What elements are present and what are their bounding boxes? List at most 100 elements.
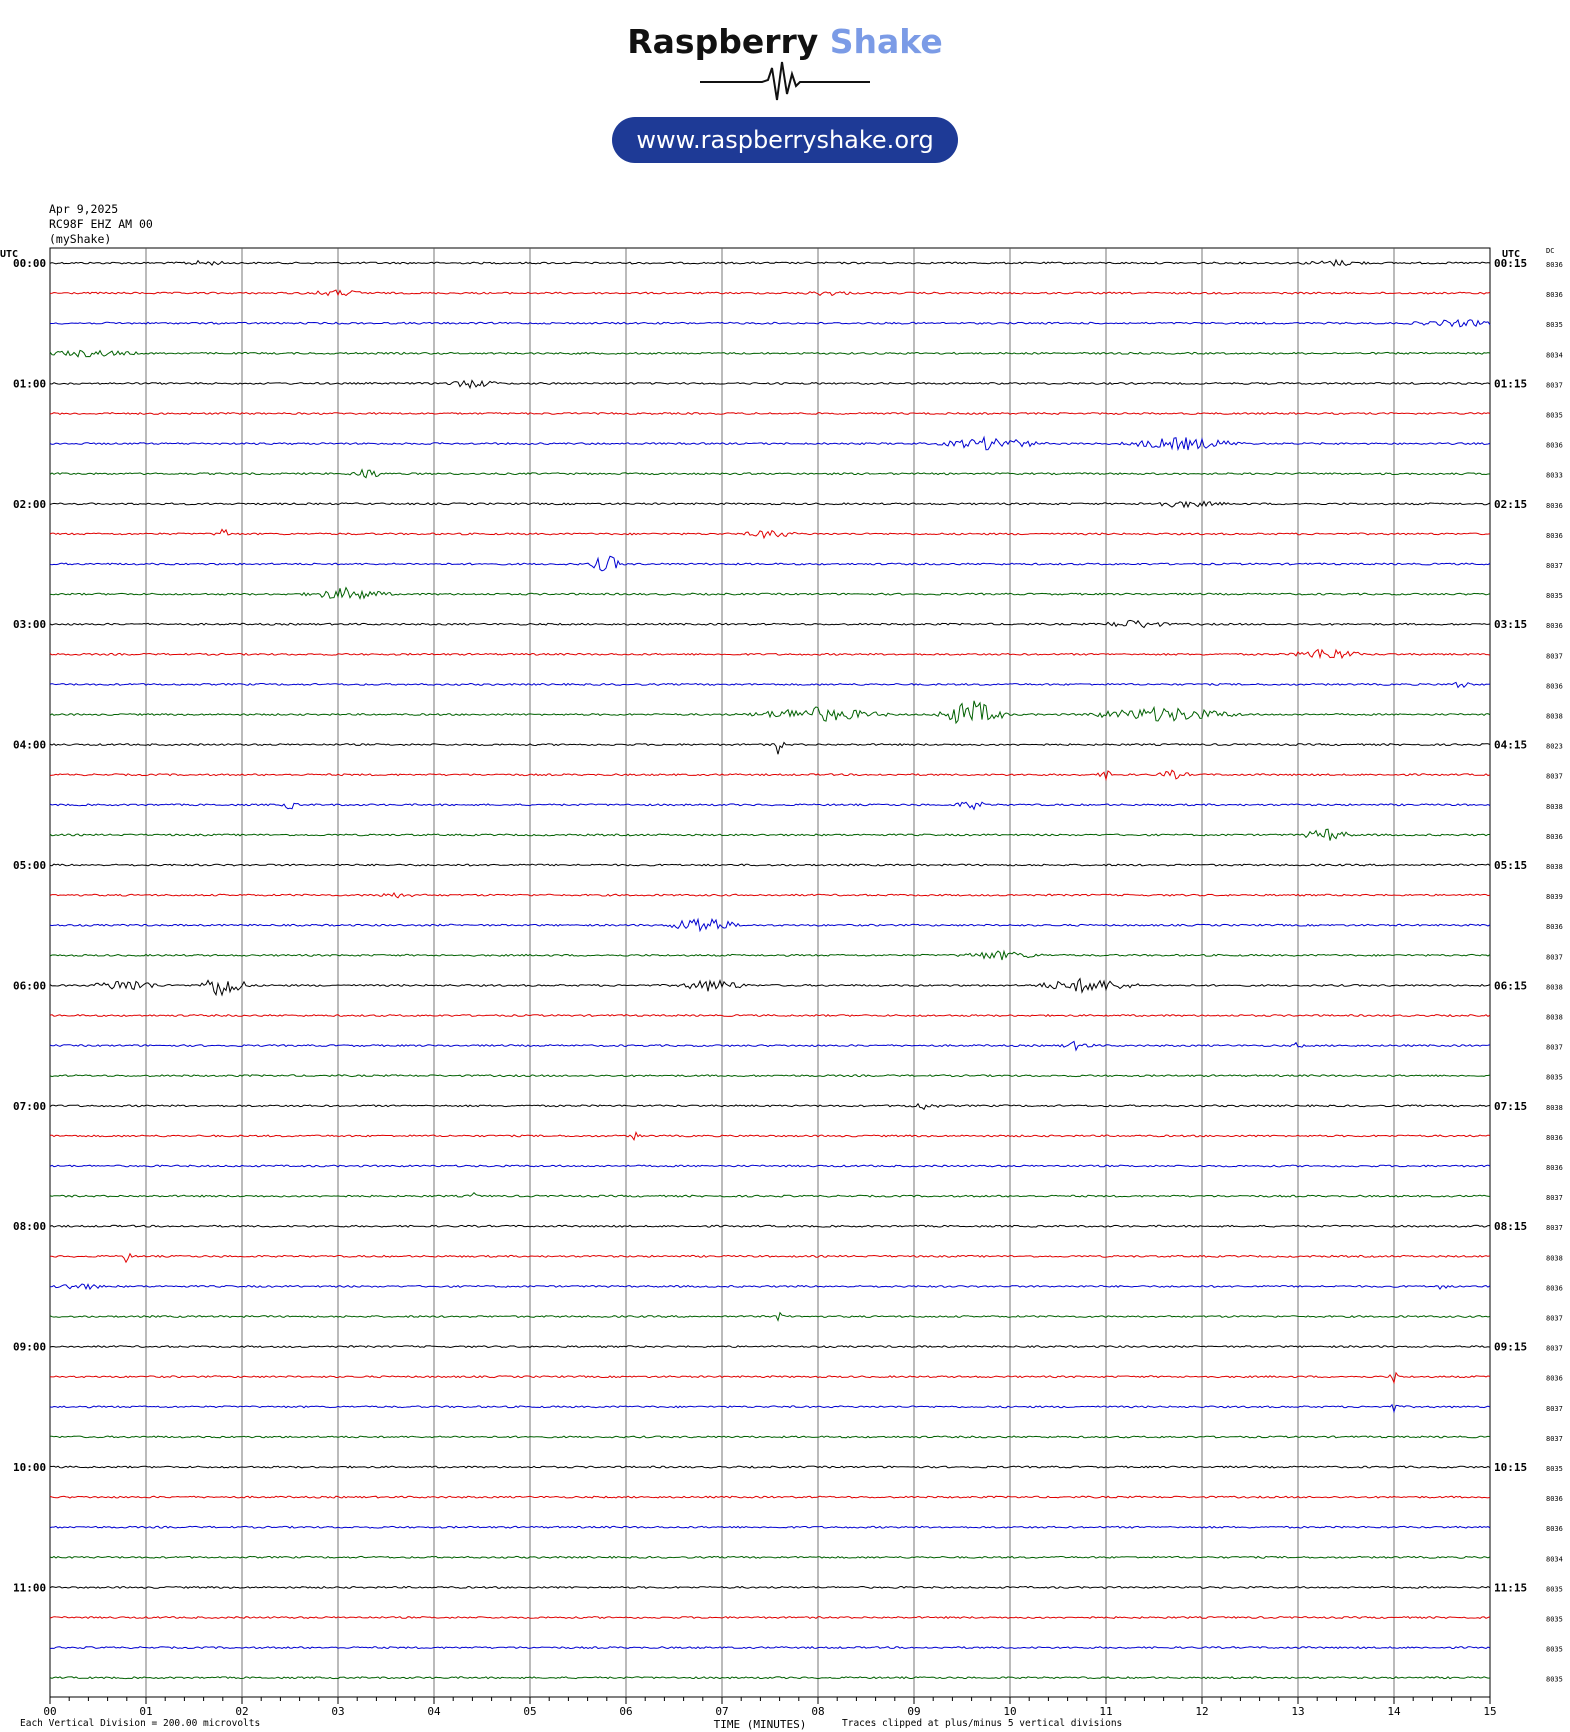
x-tick-label: 15 xyxy=(1483,1705,1496,1718)
left-hour-label: 08:00 xyxy=(13,1220,46,1233)
dc-value-label: 8038 xyxy=(1546,713,1563,721)
trace-line xyxy=(49,1345,1491,1349)
x-tick-label: 10 xyxy=(1003,1705,1016,1718)
dc-value-label: 8036 xyxy=(1546,1375,1563,1383)
trace-line xyxy=(49,619,1491,629)
trace-line xyxy=(49,1013,1491,1018)
trace-line xyxy=(49,700,1491,725)
dc-value-label: 8039 xyxy=(1546,893,1563,901)
trace-line xyxy=(49,1465,1491,1469)
x-tick-label: 06 xyxy=(619,1705,632,1718)
dc-value-label: 8037 xyxy=(1546,953,1563,961)
left-hour-label: 03:00 xyxy=(13,618,46,631)
dc-value-label: 8037 xyxy=(1546,1044,1563,1052)
trace-line xyxy=(49,1585,1491,1589)
dc-value-label: 8037 xyxy=(1546,1224,1563,1232)
dc-value-label: 8037 xyxy=(1546,1194,1563,1202)
x-tick-label: 00 xyxy=(43,1705,56,1718)
x-tick-label: 08 xyxy=(811,1705,824,1718)
trace-line xyxy=(50,1435,1491,1439)
dc-value-label: 8036 xyxy=(1546,622,1563,630)
left-hour-label: 00:00 xyxy=(13,257,46,270)
dc-value-label: 8038 xyxy=(1546,803,1563,811)
trace-line xyxy=(49,648,1491,660)
dc-value-label: 8035 xyxy=(1546,1676,1563,1684)
right-time-label: 03:15 xyxy=(1494,618,1527,631)
trace-line xyxy=(49,468,1491,479)
trace-line xyxy=(49,379,1491,390)
right-time-label: 00:15 xyxy=(1494,257,1527,270)
left-hour-label: 10:00 xyxy=(13,1461,46,1474)
dc-value-label: 8036 xyxy=(1546,923,1563,931)
right-time-label: 10:15 xyxy=(1494,1461,1527,1474)
left-hour-label: 09:00 xyxy=(13,1341,46,1354)
right-time-label: 04:15 xyxy=(1494,739,1527,752)
dc-value-label: 8035 xyxy=(1546,412,1563,420)
x-tick-label: 09 xyxy=(907,1705,920,1718)
dc-value-label: 8038 xyxy=(1546,983,1563,991)
trace-line xyxy=(49,892,1491,899)
record-date: Apr 9,2025 xyxy=(49,202,119,216)
right-time-label: 11:15 xyxy=(1494,1581,1527,1594)
dc-value-label: 8036 xyxy=(1546,502,1563,510)
x-tick-label: 02 xyxy=(235,1705,248,1718)
dc-value-label: 8035 xyxy=(1546,1616,1563,1624)
dc-value-label: 8036 xyxy=(1546,261,1563,269)
trace-line xyxy=(49,828,1490,841)
left-hour-label: 02:00 xyxy=(13,498,46,511)
trace-line xyxy=(49,1311,1491,1322)
trace-line xyxy=(49,769,1491,782)
right-time-label: 05:15 xyxy=(1494,859,1527,872)
trace-line xyxy=(49,1403,1491,1414)
helicorder-chart: 00 01 02 03 04 05 06 07 08 09 10 11 12 13 14 15 TIME (MI… xyxy=(0,247,1563,1730)
trace-line xyxy=(49,349,1491,358)
right-time-label: 07:15 xyxy=(1494,1100,1527,1113)
trace-line xyxy=(49,528,1491,540)
dc-value-label: 8037 xyxy=(1546,1315,1563,1323)
station-id: RC98F EHZ AM 00 xyxy=(49,217,153,231)
trace-line xyxy=(49,258,1491,267)
trace-line xyxy=(49,411,1491,416)
left-hour-label: 04:00 xyxy=(13,739,46,752)
dc-value-label: 8038 xyxy=(1546,1104,1563,1112)
dc-value-label: 8023 xyxy=(1546,743,1563,751)
dc-value-label: 8035 xyxy=(1546,321,1563,329)
dc-value-label: 8036 xyxy=(1546,442,1563,450)
x-tick-label: 04 xyxy=(427,1705,441,1718)
dc-value-label: 8034 xyxy=(1546,351,1563,359)
right-time-label: 09:15 xyxy=(1494,1341,1527,1354)
trace-line xyxy=(49,1646,1491,1650)
trace-line xyxy=(49,1191,1491,1198)
x-tick-label: 01 xyxy=(139,1705,152,1718)
dc-value-label: 8037 xyxy=(1546,562,1563,570)
dc-value-label: 8036 xyxy=(1546,682,1563,690)
right-time-label: 08:15 xyxy=(1494,1220,1527,1233)
dc-header: DC xyxy=(1546,247,1554,255)
trace-line xyxy=(49,863,1491,867)
trace-line xyxy=(49,289,1491,297)
trace-line xyxy=(49,741,1491,755)
brand-main-text: Raspberry xyxy=(627,22,819,61)
trace-line xyxy=(49,1102,1491,1111)
plot-frame xyxy=(49,247,1491,1698)
dc-value-label: 8033 xyxy=(1546,472,1563,480)
owner-label: (myShake) xyxy=(49,232,112,246)
trace-line xyxy=(49,1495,1491,1499)
right-time-label: 06:15 xyxy=(1494,979,1527,992)
trace-line xyxy=(49,1371,1491,1385)
trace-line xyxy=(49,1555,1491,1559)
dc-value-label: 8036 xyxy=(1546,1495,1563,1503)
dc-value-label: 8037 xyxy=(1546,1405,1563,1413)
trace-line xyxy=(49,949,1491,961)
trace-line xyxy=(49,1615,1491,1620)
dc-value-label: 8037 xyxy=(1546,773,1563,781)
trace-line xyxy=(49,1224,1490,1228)
header: Raspberry Shake www.raspberryshake.org xyxy=(0,0,1570,180)
website-link[interactable]: www.raspberryshake.org xyxy=(612,117,958,163)
x-tick-label: 13 xyxy=(1291,1705,1304,1718)
right-utc-header: UTC xyxy=(1502,249,1520,260)
x-tick-label: 12 xyxy=(1195,1705,1208,1718)
clipping-note: Traces clipped at plus/minus 5 vertical … xyxy=(842,1718,1123,1729)
right-time-label: 02:15 xyxy=(1494,498,1527,511)
brand-logo[interactable]: Raspberry Shake xyxy=(0,22,1570,61)
